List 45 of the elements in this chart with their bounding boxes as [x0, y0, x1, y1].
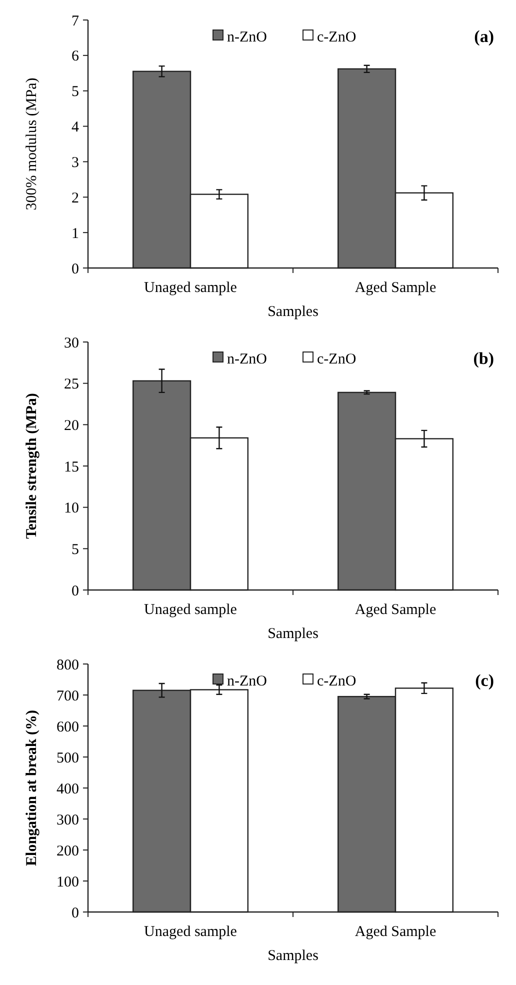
y-axis-title: 300% modulus (MPa)	[24, 78, 40, 210]
x-tick-label: Unaged sample	[144, 602, 238, 618]
y-tick-label: 25	[64, 376, 79, 393]
x-tick-label: Unaged sample	[144, 924, 238, 940]
legend-label: n-ZnO	[227, 29, 268, 46]
legend-label: c-ZnO	[317, 351, 356, 368]
chart-title: (b)	[473, 349, 494, 368]
y-tick-label: 7	[72, 13, 80, 30]
legend-label: c-ZnO	[317, 673, 356, 690]
x-axis-title: Samples	[268, 626, 319, 642]
y-tick-label: 700	[56, 688, 79, 704]
y-tick-label: 1	[72, 226, 79, 242]
x-tick-label: Unaged sample	[144, 280, 238, 296]
x-axis-title: Samples	[268, 948, 319, 964]
y-tick-label: 6	[72, 48, 80, 65]
y-tick-label: 0	[72, 905, 79, 922]
y-axis-title: Tensile strength (MPa)	[24, 393, 40, 539]
y-tick-label: 500	[56, 750, 79, 766]
x-tick-label: Aged Sample	[354, 924, 436, 940]
legend-label: n-ZnO	[227, 673, 268, 690]
y-tick-label: 800	[56, 657, 79, 674]
legend-label: n-ZnO	[227, 351, 268, 368]
chart-title: (c)	[475, 671, 494, 690]
y-axis-title: Elongation at break (%)	[24, 710, 40, 866]
y-tick-label: 600	[56, 719, 79, 736]
y-tick-label: 0	[72, 583, 79, 600]
y-tick-label: 10	[64, 500, 79, 517]
chart-title: (a)	[474, 27, 494, 46]
y-tick-label: 3	[72, 154, 79, 171]
y-tick-label: 300	[56, 812, 79, 828]
x-tick-label: Aged Sample	[354, 280, 436, 296]
y-tick-label: 100	[56, 874, 79, 890]
y-tick-label: 5	[72, 542, 79, 558]
y-tick-label: 0	[72, 261, 79, 278]
y-tick-label: 4	[72, 120, 80, 136]
x-axis-title: Samples	[268, 304, 319, 320]
y-tick-label: 15	[64, 459, 79, 476]
x-tick-label: Aged Sample	[354, 602, 436, 618]
y-tick-label: 2	[72, 190, 79, 206]
y-tick-label: 200	[56, 843, 79, 860]
y-tick-label: 30	[64, 335, 79, 352]
legend-label: c-ZnO	[317, 29, 356, 46]
y-tick-label: 400	[56, 781, 79, 798]
y-tick-label: 20	[64, 418, 79, 434]
y-tick-label: 5	[72, 84, 79, 100]
